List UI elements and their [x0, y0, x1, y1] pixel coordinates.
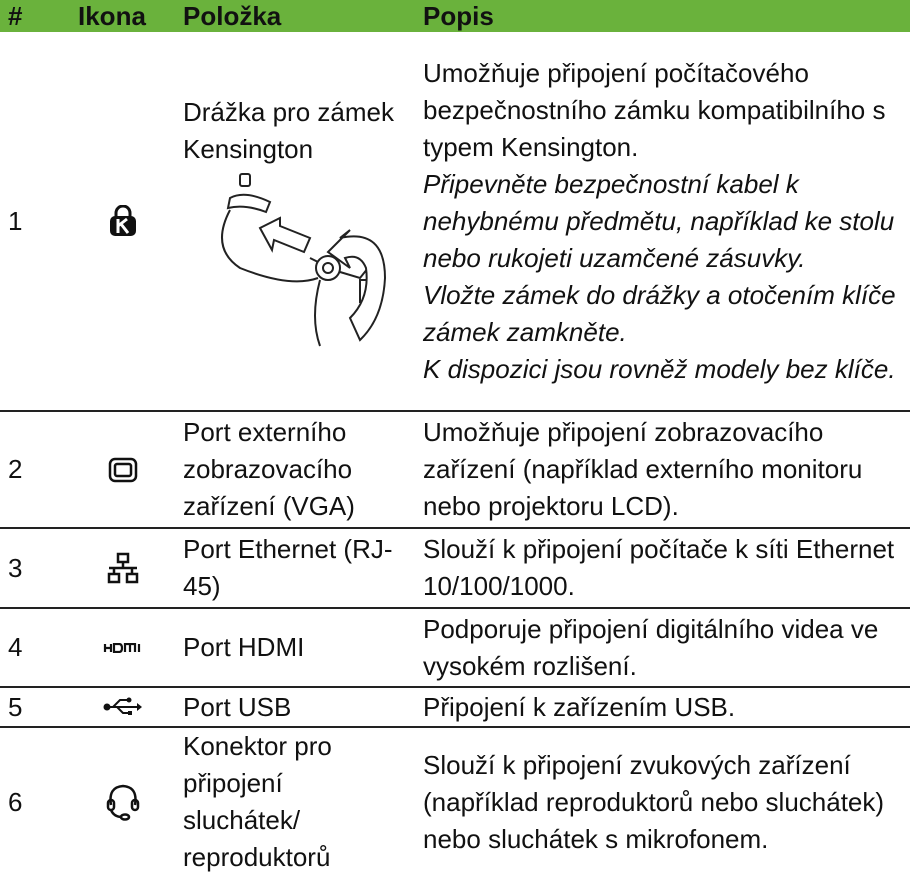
- item: Port HDMI: [175, 608, 415, 688]
- icon-cell: [70, 32, 175, 412]
- note: Připevněte bezpečnostní kabel k nehybném…: [423, 168, 895, 273]
- item: Konektor pro připojení sluchátek/ reprod…: [183, 731, 332, 872]
- header-cell: #: [0, 0, 70, 32]
- note: Vložte zámek do drážky a otočením klíče …: [423, 279, 896, 347]
- icon-cell: [70, 608, 175, 688]
- row: 5 Port USB Připojení k zařízením USB.: [0, 687, 910, 728]
- item: Port Ethernet (RJ-45): [175, 528, 415, 609]
- number: 5: [0, 687, 70, 728]
- row: 1 Drážka pro zámek Kensington: [0, 32, 910, 412]
- number: 1: [0, 32, 70, 412]
- row: 2 Port externího zobrazovacího zařízení …: [0, 411, 910, 529]
- description-cell: Umožňuje připojení počítačového bezpečno…: [415, 32, 910, 412]
- icon-cell: [70, 727, 175, 876]
- description: Umožňuje připojení počítačového bezpečno…: [423, 57, 886, 162]
- item: Port USB: [175, 687, 415, 728]
- icon-cell: [70, 687, 175, 728]
- description: Umožňuje připojení zobrazovacího zařízen…: [415, 411, 910, 529]
- kensington-icon: [109, 205, 136, 236]
- note: K dispozici jsou rovněž modely bez klíče…: [423, 353, 896, 384]
- lock-illustration: [221, 173, 387, 347]
- ethernet-icon: [107, 552, 138, 584]
- number: 3: [0, 528, 70, 609]
- icon-cell: [70, 411, 175, 529]
- description: Slouží k připojení zvukových zařízení (n…: [423, 749, 885, 854]
- header-cell: Ikona: [70, 0, 175, 32]
- description: Slouží k připojení počítače k síti Ether…: [415, 528, 910, 609]
- item: Drážka pro zámek Kensington: [183, 97, 394, 164]
- number: 2: [0, 411, 70, 529]
- item: Port externího zobrazovacího zařízení (V…: [175, 411, 415, 529]
- usb-icon: [103, 697, 142, 715]
- description: Podporuje připojení digitálního videa ve…: [415, 608, 910, 688]
- number: 4: [0, 608, 70, 688]
- header-cell: Popis: [415, 0, 910, 32]
- item-cell: Drážka pro zámek Kensington: [175, 32, 415, 412]
- row: 6 Konektor pro připojení sluchátek/ repr…: [0, 727, 910, 876]
- row: 4 Port HDMI Podporuje připojení digitáln…: [0, 608, 910, 688]
- icon-cell: [70, 528, 175, 609]
- vga-icon: [108, 457, 137, 482]
- description: Připojení k zařízením USB.: [415, 687, 910, 728]
- headset-icon: [106, 784, 139, 821]
- number: 6: [8, 786, 23, 817]
- header-row: # Ikona Položka Popis: [0, 0, 910, 32]
- hdmi-icon: [103, 642, 140, 653]
- row: 3 Port Ethernet (RJ-45) Slouží k připoje…: [0, 528, 910, 609]
- header-cell: Položka: [175, 0, 415, 32]
